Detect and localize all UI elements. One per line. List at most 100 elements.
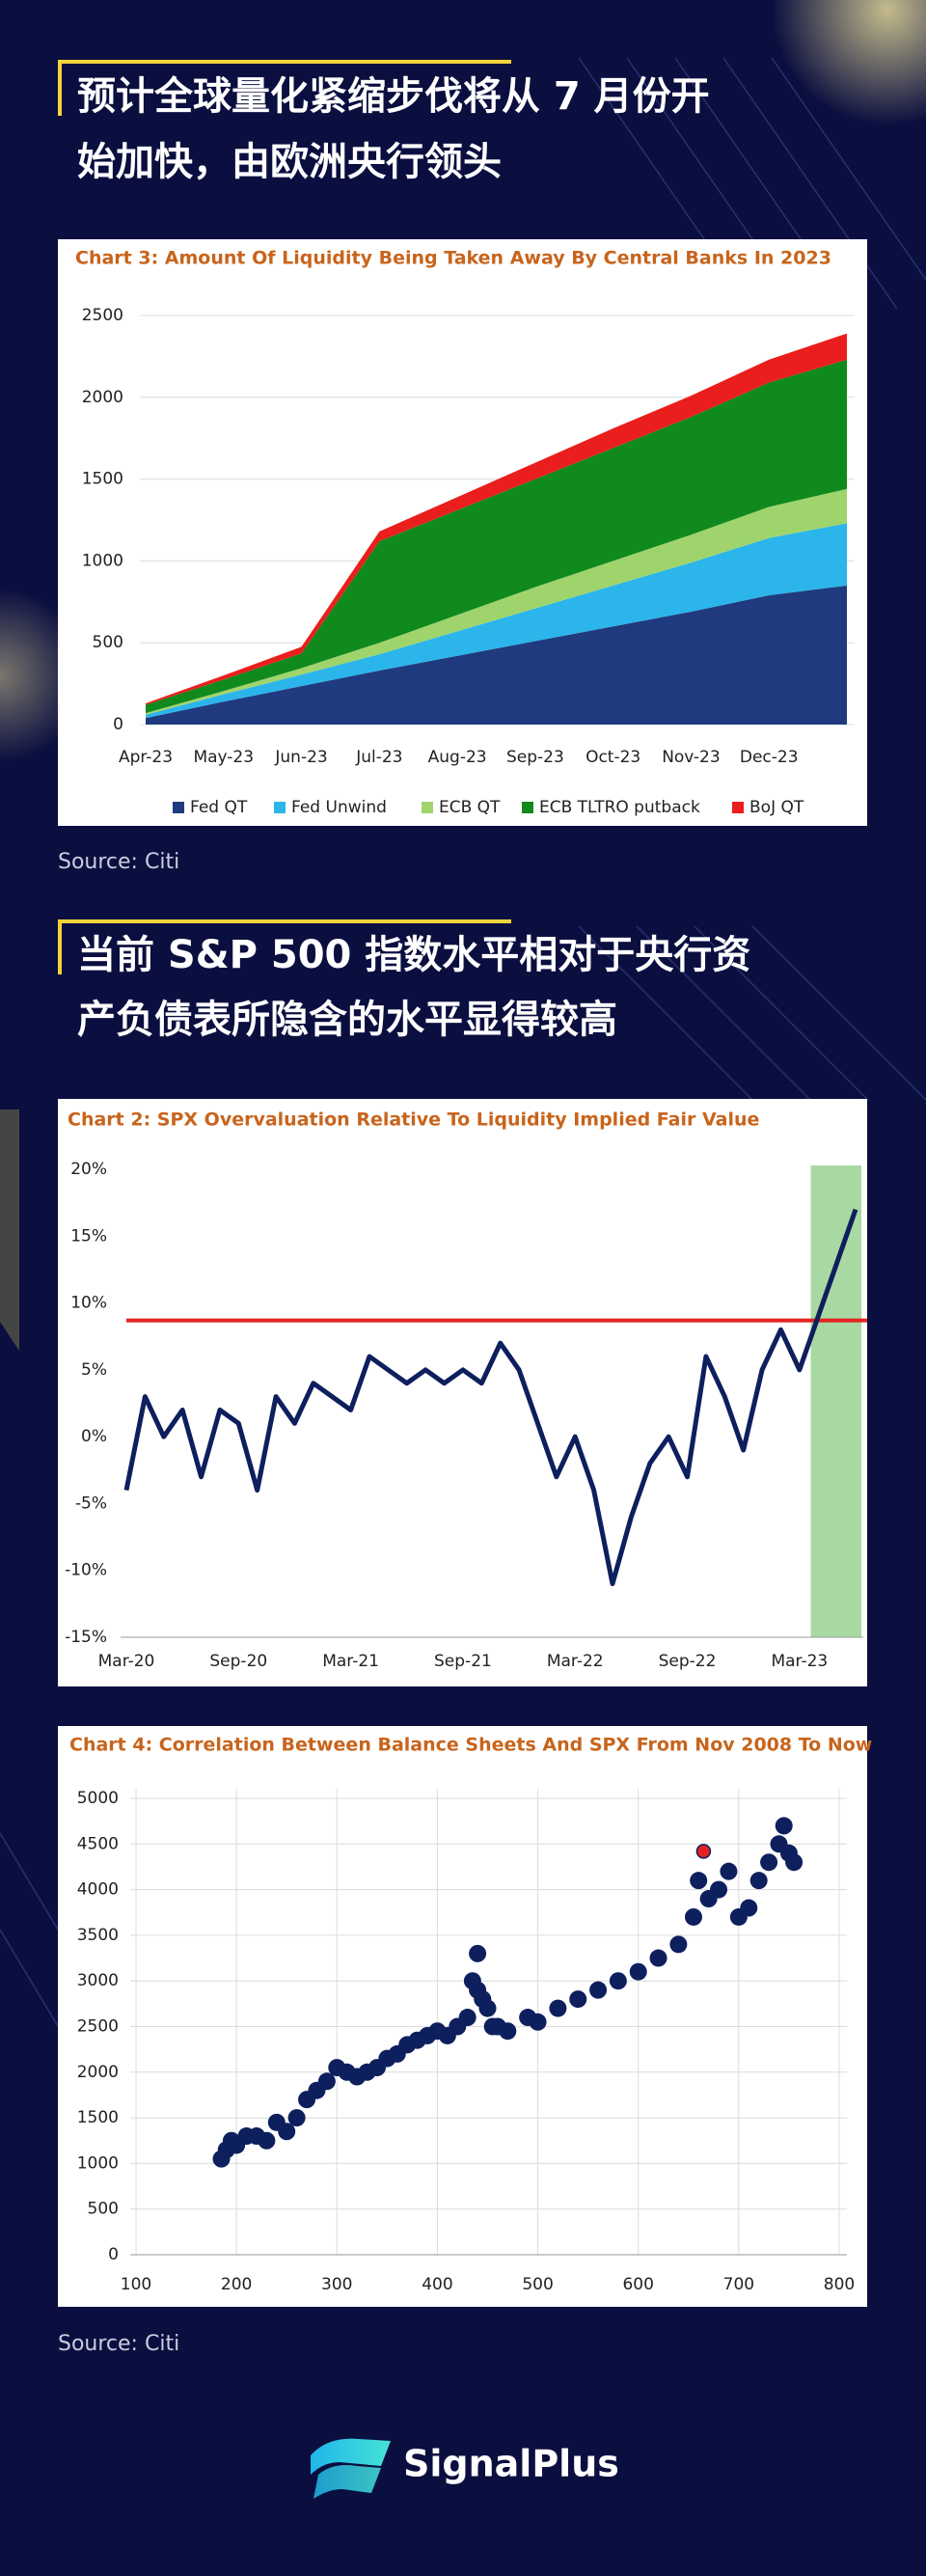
decor-lines <box>0 57 926 2027</box>
x-tick-label: Oct-23 <box>586 748 640 767</box>
x-tick-label: Mar-23 <box>771 1652 828 1671</box>
point <box>287 2109 306 2127</box>
line <box>123 1208 858 1587</box>
point <box>258 2131 276 2150</box>
x-tick-label: Mar-20 <box>98 1652 155 1671</box>
y-tick-label: -10% <box>65 1561 107 1580</box>
point <box>749 1872 768 1890</box>
y-tick-label: 2000 <box>82 388 123 407</box>
x-tick-label: 600 <box>622 2275 653 2294</box>
x-tick-label: 200 <box>221 2275 252 2294</box>
y-tick-label: -15% <box>65 1628 107 1647</box>
y-tick-label: 1000 <box>82 551 123 570</box>
area <box>146 585 847 725</box>
x-tick-label: Sep-22 <box>659 1652 717 1671</box>
area <box>146 333 847 705</box>
y-tick-label: 20% <box>70 1160 107 1179</box>
y-tick-label: 3000 <box>77 1971 119 1990</box>
y-tick-label: 5000 <box>77 1789 119 1808</box>
y-tick-label: 0% <box>81 1427 107 1446</box>
y-tick-label: 500 <box>93 633 123 652</box>
x-tick-label: 300 <box>321 2275 352 2294</box>
chart-panel <box>58 1099 867 1686</box>
y-tick-label: 2500 <box>82 306 123 325</box>
source: Source: Citi <box>58 850 179 874</box>
legend-swatch <box>522 802 533 813</box>
heading: 当前 S&P 500 指数水平相对于央行资 <box>77 933 750 977</box>
legend-label: Fed Unwind <box>291 798 387 817</box>
point <box>785 1853 803 1872</box>
y-tick-label: 0 <box>113 715 123 734</box>
point <box>317 2072 336 2091</box>
heading-bracket <box>58 919 511 974</box>
y-tick-label: 500 <box>88 2200 119 2219</box>
y-tick-label: 1500 <box>82 470 123 489</box>
y-tick-label: 5% <box>81 1360 107 1380</box>
x-tick-label: 400 <box>422 2275 452 2294</box>
area <box>146 523 847 719</box>
legend-label: Fed QT <box>190 798 248 817</box>
x-tick-label: 100 <box>121 2275 151 2294</box>
legend-swatch <box>274 802 286 813</box>
legend-label: ECB TLTRO putback <box>539 798 700 817</box>
area <box>146 359 847 714</box>
source: Source: Citi <box>58 2332 179 2356</box>
x-tick-label: Apr-23 <box>119 748 173 767</box>
y-tick-label: 3500 <box>77 1926 119 1945</box>
point <box>278 2123 296 2141</box>
x-tick-label: Dec-23 <box>740 748 799 767</box>
heading: 预计全球量化紧缩步伐将从 7 月份开 <box>77 74 710 119</box>
point <box>529 2013 547 2031</box>
point <box>569 1990 587 2009</box>
area <box>146 488 847 715</box>
x-tick-label: May-23 <box>193 748 254 767</box>
point <box>720 1862 738 1880</box>
point <box>609 1972 627 1990</box>
y-tick-label: 15% <box>70 1226 107 1246</box>
point <box>629 1962 647 1981</box>
chart-title: Chart 4: Correlation Between Balance She… <box>69 1735 872 1756</box>
x-tick-label: Jun-23 <box>274 748 327 767</box>
point <box>549 1999 567 2017</box>
point <box>589 1981 608 1999</box>
x-tick-label: Mar-22 <box>547 1652 604 1671</box>
point <box>695 1844 712 1859</box>
y-tick-label: 0 <box>108 2245 119 2264</box>
legend-swatch <box>732 802 744 813</box>
x-tick-label: Sep-20 <box>209 1652 267 1671</box>
point <box>478 1999 497 2017</box>
x-tick-label: 800 <box>824 2275 855 2294</box>
heading: 始加快，由欧洲央行领头 <box>77 140 502 184</box>
point <box>740 1899 758 1917</box>
x-tick-label: Jul-23 <box>355 748 402 767</box>
x-tick-label: 700 <box>723 2275 754 2294</box>
point <box>669 1935 688 1954</box>
x-tick-label: Nov-23 <box>662 748 721 767</box>
point <box>469 1981 487 1999</box>
y-tick-label: 1500 <box>77 2108 119 2127</box>
legend-swatch <box>422 802 433 813</box>
point <box>690 1872 708 1890</box>
y-tick-label: 2500 <box>77 2017 119 2037</box>
x-tick-label: Mar-21 <box>322 1652 379 1671</box>
logo-icon <box>311 2438 391 2499</box>
decor-stripe <box>0 1110 19 1351</box>
x-tick-label: 500 <box>522 2275 553 2294</box>
point <box>775 1817 793 1835</box>
y-tick-label: 10% <box>70 1294 107 1313</box>
point <box>760 1853 778 1872</box>
point <box>458 2009 477 2027</box>
heading-bracket <box>58 60 511 116</box>
x-tick-label: Aug-23 <box>428 748 487 767</box>
y-tick-label: 4000 <box>77 1880 119 1900</box>
point <box>684 1907 702 1926</box>
legend-swatch <box>173 802 184 813</box>
chart-title: Chart 2: SPX Overvaluation Relative To L… <box>68 1110 759 1131</box>
x-tick-label: Sep-21 <box>434 1652 492 1671</box>
legend-label: ECB QT <box>439 798 501 817</box>
x-tick-label: Sep-23 <box>506 748 564 767</box>
point <box>710 1880 728 1899</box>
heading: 产负债表所隐含的水平显得较高 <box>77 998 617 1042</box>
